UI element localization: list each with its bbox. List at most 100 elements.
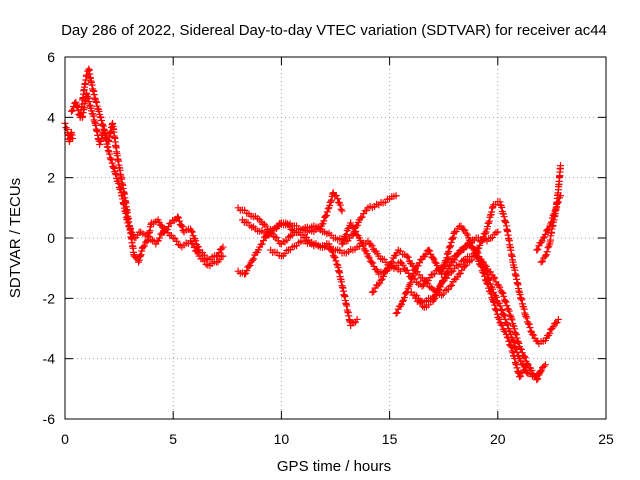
- trace-marker: [449, 233, 457, 241]
- trace-marker: [117, 172, 125, 180]
- trace-marker: [539, 337, 547, 345]
- trace-marker: [509, 256, 517, 264]
- trace-marker: [514, 351, 522, 359]
- trace-marker: [353, 231, 361, 239]
- trace-marker: [430, 255, 438, 263]
- trace-marker: [330, 253, 338, 261]
- trace-marker: [394, 265, 402, 273]
- trace-marker: [167, 232, 175, 239]
- trace-marker: [515, 287, 523, 295]
- trace-marker: [404, 284, 412, 292]
- trace-marker: [108, 156, 116, 164]
- trace-marker: [495, 314, 503, 322]
- trace-marker: [442, 269, 450, 277]
- trace-marker: [158, 229, 166, 237]
- series-night-rise-b: [533, 192, 565, 254]
- trace-marker: [108, 159, 116, 167]
- trace-marker: [245, 262, 253, 270]
- trace-marker: [407, 279, 415, 287]
- trace-marker: [357, 214, 365, 222]
- trace-marker: [202, 260, 210, 268]
- trace-marker: [418, 302, 426, 310]
- trace-marker: [91, 118, 99, 126]
- trace-marker: [373, 250, 381, 258]
- trace-marker: [174, 214, 182, 222]
- x-tick-label: 10: [274, 431, 290, 447]
- trace-marker: [216, 256, 224, 264]
- trace-marker: [501, 297, 509, 305]
- trace-marker: [262, 231, 270, 239]
- trace-marker: [448, 281, 456, 289]
- trace-marker: [260, 220, 268, 228]
- plot-frame: [64, 56, 607, 420]
- trace-marker: [326, 201, 334, 209]
- trace-marker: [367, 240, 375, 248]
- trace-marker: [536, 369, 544, 377]
- trace-marker: [449, 235, 457, 243]
- trace-marker: [217, 252, 225, 260]
- trace-marker: [504, 321, 512, 329]
- trace-marker: [320, 217, 328, 225]
- trace-marker: [453, 273, 461, 281]
- trace-marker: [482, 267, 490, 275]
- trace-marker: [390, 192, 398, 200]
- trace-marker: [369, 259, 377, 267]
- data-point: [446, 282, 454, 290]
- trace-marker: [65, 135, 73, 143]
- trace-marker: [517, 357, 525, 365]
- trace-marker: [308, 238, 316, 246]
- x-tick-label: 5: [169, 431, 177, 447]
- series-early-start: [61, 119, 77, 145]
- trace-marker: [452, 252, 460, 260]
- x-tick-label: 20: [490, 431, 506, 447]
- trace-marker: [414, 262, 422, 270]
- trace-marker: [504, 305, 512, 313]
- trace-marker: [117, 186, 125, 194]
- trace-marker: [518, 349, 526, 357]
- trace-marker: [478, 257, 486, 265]
- trace-marker: [445, 248, 453, 256]
- data-point: [338, 207, 346, 215]
- data-point: [377, 276, 385, 284]
- trace-marker: [555, 194, 563, 202]
- trace-marker: [339, 239, 347, 247]
- trace-marker: [86, 101, 94, 109]
- trace-marker: [404, 253, 412, 261]
- trace-marker: [109, 163, 117, 171]
- series-afternoon-c: [238, 189, 346, 239]
- trace-marker: [255, 246, 263, 254]
- trace-marker: [517, 372, 525, 380]
- trace-marker: [157, 221, 165, 229]
- trace-marker: [135, 256, 143, 264]
- y-tick-label: 2: [47, 170, 55, 186]
- trace-marker: [433, 261, 441, 269]
- trace-marker: [427, 250, 435, 258]
- trace-marker: [415, 259, 423, 267]
- trace-marker: [148, 236, 156, 244]
- trace-marker: [418, 274, 426, 282]
- trace-marker: [439, 276, 447, 284]
- y-tick-label: 4: [47, 109, 55, 125]
- series-evening-c: [392, 222, 530, 381]
- trace-marker: [515, 339, 523, 347]
- trace-marker: [424, 279, 432, 287]
- trace-marker: [521, 311, 529, 319]
- trace-marker: [436, 282, 444, 290]
- data-point: [161, 225, 169, 233]
- trace-marker: [354, 218, 362, 226]
- data-point: [541, 252, 549, 260]
- trace-marker: [359, 241, 367, 249]
- trace-marker: [93, 98, 101, 106]
- trace-marker: [537, 239, 545, 247]
- trace-marker: [523, 369, 531, 377]
- trace-marker: [497, 320, 505, 328]
- series-morning-peak-b: [78, 89, 227, 270]
- trace-marker: [492, 293, 500, 301]
- trace-marker: [135, 228, 143, 236]
- trace-marker: [178, 223, 186, 231]
- trace-marker: [99, 122, 107, 130]
- trace-marker: [501, 315, 509, 323]
- trace-marker: [340, 249, 348, 257]
- trace-marker: [136, 252, 144, 260]
- trace-marker: [486, 276, 494, 284]
